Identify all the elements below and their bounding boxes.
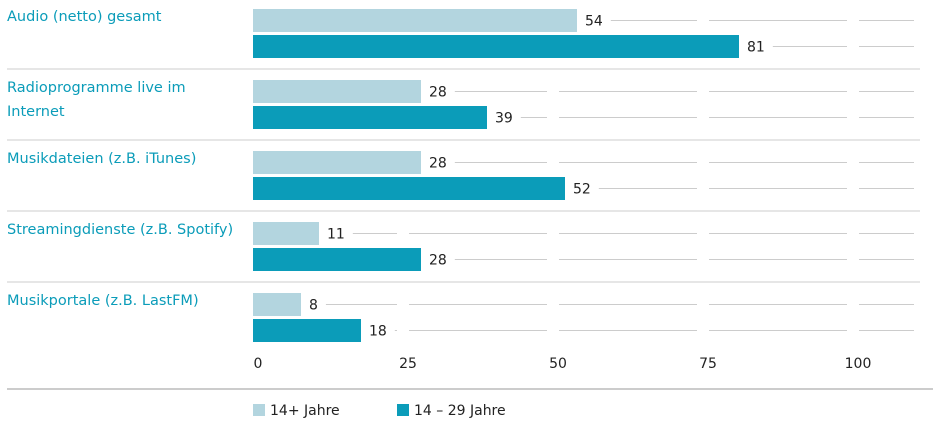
value-label: 28 <box>429 253 447 269</box>
bar <box>253 319 361 342</box>
value-label: 81 <box>747 40 765 56</box>
bar <box>253 293 301 316</box>
category-label: Musikportale (z.B. LastFM) <box>7 293 199 309</box>
bar <box>253 248 421 271</box>
bar <box>253 222 319 245</box>
value-label: 54 <box>585 14 603 30</box>
bar <box>253 80 421 103</box>
x-tick-label: 50 <box>549 356 567 372</box>
value-label: 18 <box>369 324 387 340</box>
category-label: Streamingdienste (z.B. Spotify) <box>7 222 234 238</box>
category-label: Radioprogramme live im Internet <box>7 80 186 120</box>
x-tick-label: 100 <box>845 356 872 372</box>
bar <box>253 151 421 174</box>
value-label: 8 <box>309 298 318 314</box>
bar <box>253 106 487 129</box>
legend-label: 14 – 29 Jahre <box>414 403 506 419</box>
value-label: 11 <box>327 227 345 243</box>
category-label: Audio (netto) gesamt <box>7 9 162 25</box>
value-label: 39 <box>495 111 513 127</box>
value-label: 28 <box>429 85 447 101</box>
legend-swatch <box>253 404 265 416</box>
legend-swatch <box>397 404 409 416</box>
legend-label: 14+ Jahre <box>270 403 340 419</box>
value-label: 52 <box>573 182 591 198</box>
value-label: 28 <box>429 156 447 172</box>
category-label: Musikdateien (z.B. iTunes) <box>7 151 197 167</box>
x-tick-label: 0 <box>254 356 263 372</box>
bar <box>253 9 577 32</box>
bar <box>253 177 565 200</box>
bar <box>253 35 739 58</box>
x-tick-label: 75 <box>699 356 717 372</box>
x-tick-label: 25 <box>399 356 417 372</box>
